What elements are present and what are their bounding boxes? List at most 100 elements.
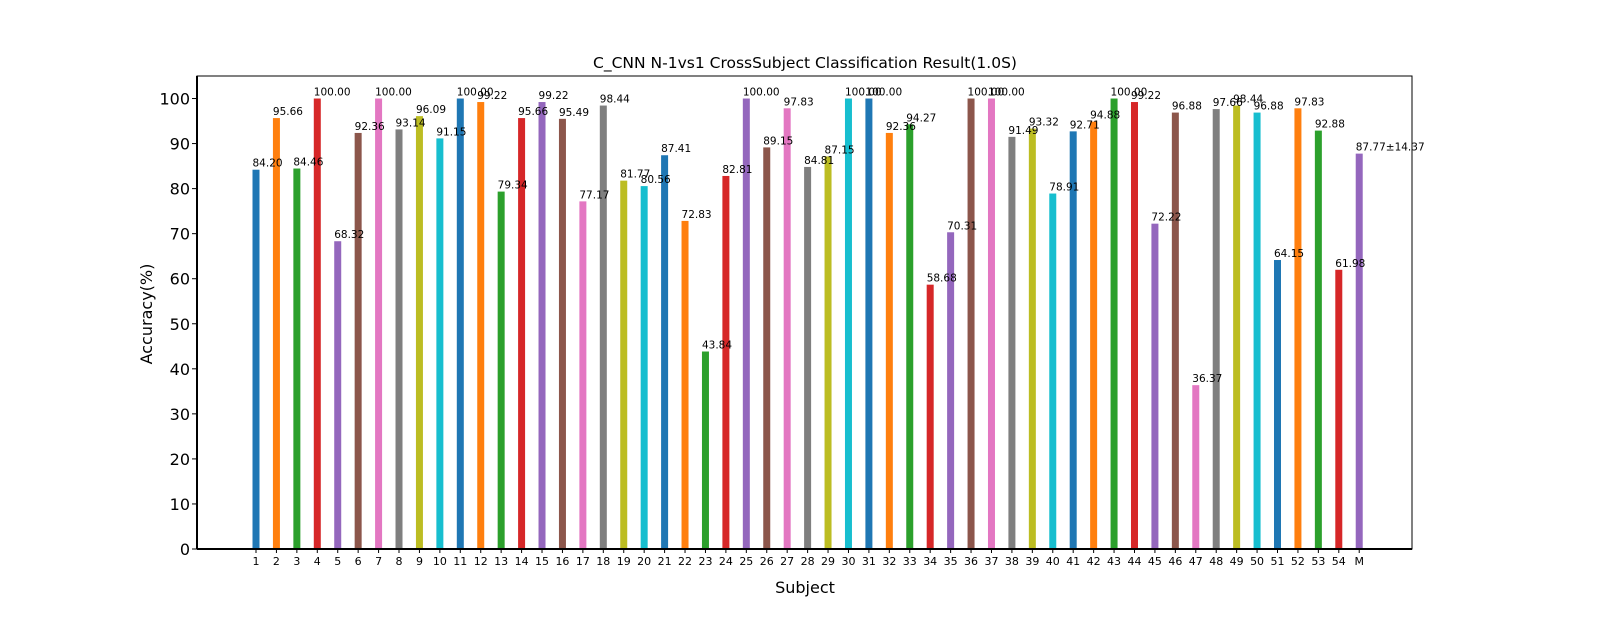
x-tick-label: 45 (1148, 555, 1162, 568)
x-tick-label: 18 (596, 555, 610, 568)
x-tick-label: 3 (293, 555, 300, 568)
y-tick-label: 0 (180, 540, 190, 559)
y-tick-label: 30 (170, 405, 190, 424)
data-label-subject-15: 99.22 (539, 90, 569, 102)
bar-subject-38 (1008, 136, 1016, 550)
x-tick-label: 33 (903, 555, 917, 568)
data-label-subject-43: 100.00 (1111, 87, 1148, 99)
data-label-subject-3: 84.46 (293, 157, 323, 169)
bar-subject-46 (1171, 112, 1179, 549)
data-label-subject-52: 97.83 (1294, 96, 1324, 108)
data-label-subject-16: 95.49 (559, 107, 589, 119)
data-label-subject-10: 91.15 (436, 126, 466, 138)
data-label-subject-31: 100.00 (865, 87, 902, 99)
bar-subject-26 (763, 147, 771, 549)
bar-subject-43 (1110, 98, 1118, 550)
x-tick-label: 5 (334, 555, 341, 568)
data-label-subject-17: 77.17 (579, 189, 609, 201)
bar-subject-40 (1049, 193, 1057, 549)
bar-subject-20 (640, 186, 648, 549)
data-label-subject-5: 68.32 (334, 229, 364, 241)
data-label-subject-2: 95.66 (273, 106, 303, 118)
x-tick-label: 6 (355, 555, 362, 568)
x-tick-label: 17 (576, 555, 590, 568)
x-tick-label: 54 (1332, 555, 1346, 568)
bar-subject-15 (538, 102, 546, 549)
bar-subject-7 (375, 98, 383, 550)
data-label-subject-30: 100.00 (845, 87, 882, 99)
data-label-subject-4: 100.00 (314, 87, 351, 99)
x-tick-label: 46 (1168, 555, 1182, 568)
bar-subject-11 (456, 98, 464, 550)
y-tick-label: 100 (159, 90, 190, 109)
y-tick-label: 20 (170, 450, 190, 469)
bar-subject-51 (1274, 260, 1281, 549)
x-tick-label: 26 (760, 555, 774, 568)
bar-subject-19 (620, 180, 628, 549)
data-label-subject-33: 94.27 (906, 112, 936, 124)
data-label-subject-54: 61.98 (1335, 258, 1365, 270)
bar-subject-52 (1294, 108, 1302, 550)
x-tick-label: 9 (416, 555, 423, 568)
data-label-subject-24: 82.81 (722, 164, 752, 176)
bar-subject-4 (313, 98, 321, 550)
bar-subject-27 (783, 108, 791, 550)
x-tick-label: 36 (964, 555, 978, 568)
data-label-subject-9: 96.09 (416, 104, 446, 116)
data-label-subject-26: 89.15 (763, 135, 793, 147)
bar-subject-23 (701, 351, 709, 549)
x-tick-label: 22 (678, 555, 692, 568)
data-label-subject-37: 100.00 (988, 87, 1025, 99)
bar-subject-29 (824, 156, 832, 549)
x-tick-label: 50 (1250, 555, 1264, 568)
x-tick-label: 53 (1311, 555, 1325, 568)
data-label-subject-45: 72.22 (1151, 212, 1181, 224)
data-label-subject-20: 80.56 (641, 174, 671, 186)
x-tick-label: 51 (1271, 555, 1285, 568)
data-label-subject-28: 84.81 (804, 155, 834, 167)
data-label-subject-48: 97.66 (1213, 97, 1243, 109)
bar-subject-3 (293, 168, 301, 549)
data-label-subject-40: 78.91 (1049, 182, 1079, 194)
x-tick-label: 1 (253, 555, 260, 568)
data-label-subject-11: 100.00 (457, 87, 494, 99)
x-tick-label: 40 (1046, 555, 1060, 568)
x-tick-label: 16 (555, 555, 569, 568)
x-tick-label: 28 (801, 555, 815, 568)
bar-subject-2 (272, 118, 280, 550)
data-label-subject-M: 87.77±14.37 (1356, 142, 1425, 154)
x-tick-label: 30 (841, 555, 855, 568)
bar-subject-17 (579, 201, 587, 549)
data-label-subject-27: 97.83 (784, 96, 814, 108)
x-tick-label: 13 (494, 555, 508, 568)
x-tick-label: 43 (1107, 555, 1121, 568)
x-tick-label: 44 (1127, 555, 1141, 568)
x-tick-label: 4 (314, 555, 321, 568)
x-tick-label: 2 (273, 555, 280, 568)
data-label-subject-34: 58.68 (927, 273, 957, 285)
x-tick-label: 34 (923, 555, 937, 568)
x-tick-label: 7 (375, 555, 382, 568)
bar-subject-47 (1192, 385, 1200, 549)
x-tick-label: M (1354, 555, 1364, 568)
bar-subject-45 (1151, 223, 1159, 550)
bar-subject-49 (1233, 105, 1241, 549)
bar-subject-5 (334, 241, 342, 549)
data-label-subject-53: 92.88 (1315, 119, 1345, 131)
bar-subject-41 (1069, 131, 1077, 549)
bar-subject-14 (518, 118, 526, 550)
x-tick-label: 48 (1209, 555, 1223, 568)
bar-subject-30 (844, 98, 852, 550)
x-tick-label: 8 (396, 555, 403, 568)
bar-subject-32 (885, 132, 893, 549)
bar-subject-54 (1335, 269, 1343, 549)
bar-subject-10 (436, 138, 444, 550)
x-tick-label: 19 (617, 555, 631, 568)
x-tick-label: 39 (1025, 555, 1039, 568)
y-tick-label: 70 (170, 225, 190, 244)
data-label-subject-23: 43.84 (702, 340, 732, 352)
data-labels-group: 84.20 95.66 84.46 100.00 68.32 92.36 100.00 93.… (253, 87, 1425, 386)
bar-subject-36 (967, 98, 975, 550)
